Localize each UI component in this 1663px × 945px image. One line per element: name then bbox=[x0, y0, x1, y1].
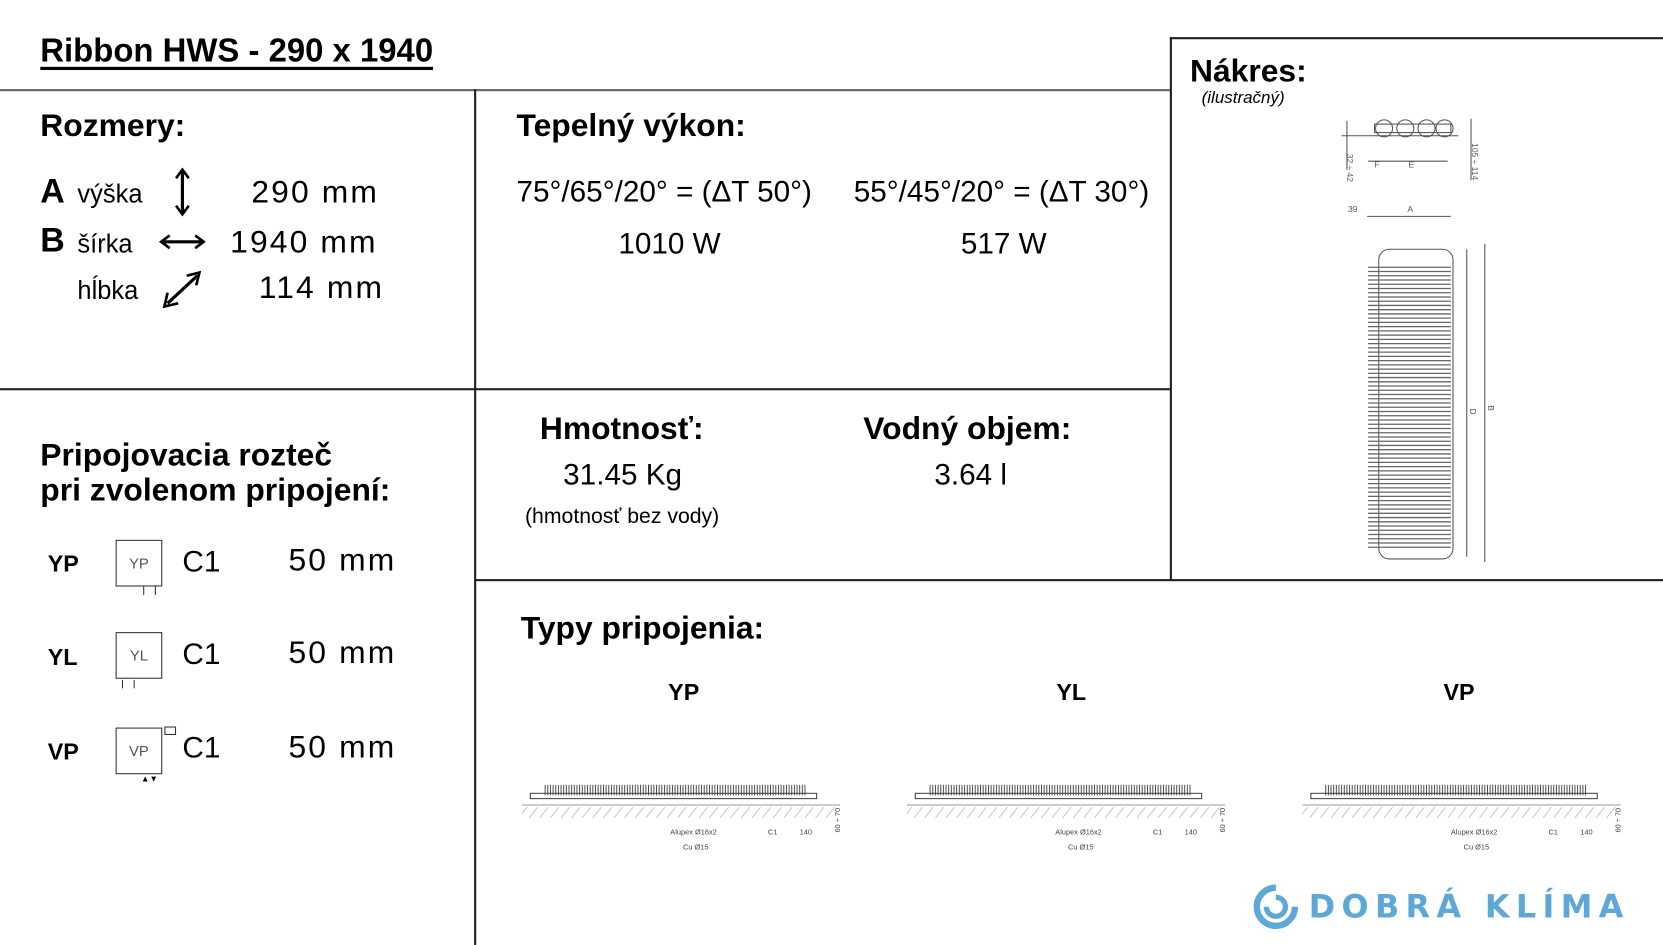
yp-connection-icon: YP bbox=[115, 539, 163, 587]
divider bbox=[0, 388, 1170, 390]
spacing-param-yp: C1 bbox=[182, 545, 221, 579]
drawing-subheading: (ilustračný) bbox=[1201, 89, 1285, 108]
diagonal-arrow-icon bbox=[162, 270, 202, 309]
spacing-param-vp: C1 bbox=[182, 730, 221, 764]
spacing-type-vp: VP bbox=[47, 738, 79, 765]
spacing-param-yl: C1 bbox=[182, 637, 221, 671]
svg-text:Alupex Ø16x2: Alupex Ø16x2 bbox=[670, 828, 717, 837]
svg-text:32 ÷ 42: 32 ÷ 42 bbox=[1345, 154, 1355, 182]
svg-text:E: E bbox=[1408, 160, 1414, 170]
divider bbox=[474, 579, 1663, 581]
connection-type-label-yl: YL bbox=[1056, 678, 1087, 706]
svg-text:60 ÷ 70: 60 ÷ 70 bbox=[1218, 808, 1227, 833]
divider bbox=[1169, 37, 1663, 39]
svg-text:C1: C1 bbox=[768, 828, 777, 837]
vp-port-square bbox=[164, 726, 177, 735]
svg-text:140: 140 bbox=[800, 828, 812, 837]
svg-text:C1: C1 bbox=[1548, 828, 1557, 837]
drawing-heading: Nákres: bbox=[1189, 54, 1307, 90]
page-title: Ribbon HWS - 290 x 1940 bbox=[40, 31, 434, 69]
dimension-value-height: 290 mm bbox=[251, 174, 380, 210]
svg-text:60 ÷ 70: 60 ÷ 70 bbox=[833, 808, 842, 833]
thermal-value-2: 517 W bbox=[960, 226, 1047, 260]
spacing-heading-line2: pri zvolenom pripojení: bbox=[40, 473, 391, 509]
dimension-label-depth: hĺbka bbox=[77, 276, 139, 306]
water-value: 3.64 l bbox=[934, 458, 1008, 492]
spacing-value-yp: 50 mm bbox=[288, 543, 397, 579]
svg-text:105 ÷ 114: 105 ÷ 114 bbox=[1470, 143, 1480, 180]
svg-text:140: 140 bbox=[1185, 828, 1197, 837]
svg-text:Cu Ø15: Cu Ø15 bbox=[683, 843, 709, 852]
svg-text:Alupex Ø16x2: Alupex Ø16x2 bbox=[1055, 828, 1102, 837]
thermal-value-1: 1010 W bbox=[618, 226, 721, 260]
divider bbox=[0, 89, 1170, 91]
thermal-heading: Tepelný výkon: bbox=[516, 108, 746, 144]
vp-connection-icon: VP bbox=[115, 727, 163, 775]
svg-text:Alupex Ø16x2: Alupex Ø16x2 bbox=[1451, 828, 1498, 837]
svg-text:Cu Ø15: Cu Ø15 bbox=[1464, 843, 1490, 852]
svg-text:39: 39 bbox=[1348, 204, 1358, 214]
svg-text:F: F bbox=[1375, 160, 1380, 170]
connection-drawing-yl: Alupex Ø16x2 Cu Ø15 C1 140 60 ÷ 70 bbox=[906, 784, 1227, 852]
yl-ports bbox=[121, 679, 135, 689]
radiator-fins bbox=[1368, 266, 1451, 548]
horizontal-arrow-icon bbox=[159, 234, 206, 250]
svg-text:D: D bbox=[1468, 408, 1478, 414]
connection-type-label-yp: YP bbox=[668, 678, 700, 706]
weight-note: (hmotnosť bez vody) bbox=[524, 504, 720, 529]
connection-types-heading: Typy pripojenia: bbox=[520, 610, 765, 646]
dimension-value-depth: 114 mm bbox=[258, 270, 385, 306]
connection-type-label-vp: VP bbox=[1443, 678, 1475, 706]
svg-text:C1: C1 bbox=[1153, 828, 1162, 837]
yp-ports bbox=[143, 586, 156, 595]
logo-text: DOBRÁ KLÍMA bbox=[1308, 888, 1630, 926]
weight-heading: Hmotnosť: bbox=[539, 411, 704, 447]
spacing-value-vp: 50 mm bbox=[288, 729, 397, 765]
logo-swirl-icon bbox=[1253, 884, 1299, 930]
vertical-arrow-icon bbox=[174, 167, 190, 217]
svg-text:A: A bbox=[1407, 204, 1413, 214]
weight-value: 31.45 Kg bbox=[563, 458, 683, 492]
dimension-letter-a: A bbox=[40, 171, 65, 210]
spacing-heading-line1: Pripojovacia rozteč bbox=[40, 438, 333, 474]
divider bbox=[474, 89, 476, 945]
dimensions-heading: Rozmery: bbox=[40, 108, 186, 144]
spacing-type-yp: YP bbox=[47, 550, 79, 577]
connection-drawing-yp: Alupex Ø16x2 Cu Ø15 C1 140 60 ÷ 70 bbox=[521, 784, 842, 852]
dimension-letter-b: B bbox=[40, 220, 65, 259]
dimension-value-width: 1940 mm bbox=[230, 224, 378, 260]
water-heading: Vodný objem: bbox=[863, 411, 1072, 447]
svg-text:140: 140 bbox=[1580, 828, 1592, 837]
svg-text:60 ÷ 70: 60 ÷ 70 bbox=[1614, 808, 1623, 833]
svg-text:Cu Ø15: Cu Ø15 bbox=[1068, 843, 1094, 852]
logo: DOBRÁ KLÍMA bbox=[1253, 884, 1630, 930]
spacing-value-yl: 50 mm bbox=[288, 635, 397, 671]
dimension-label-width: šírka bbox=[77, 230, 133, 259]
vp-arrows-icon: ▲▼ bbox=[141, 774, 158, 784]
radiator-technical-drawing: 32 ÷ 42 105 ÷ 114 F E 39 A D B bbox=[1341, 118, 1496, 563]
thermal-condition-2: 55°/45°/20° = (ΔT 30°) bbox=[853, 174, 1150, 208]
svg-text:B: B bbox=[1486, 405, 1496, 411]
yl-connection-icon: YL bbox=[115, 632, 163, 679]
spacing-type-yl: YL bbox=[47, 643, 78, 671]
thermal-condition-1: 75°/65°/20° = (ΔT 50°) bbox=[516, 174, 812, 208]
divider bbox=[1169, 37, 1172, 581]
dimension-label-height: výška bbox=[77, 180, 143, 209]
connection-drawing-vp: Alupex Ø16x2 Cu Ø15 C1 140 60 ÷ 70 bbox=[1302, 784, 1623, 852]
